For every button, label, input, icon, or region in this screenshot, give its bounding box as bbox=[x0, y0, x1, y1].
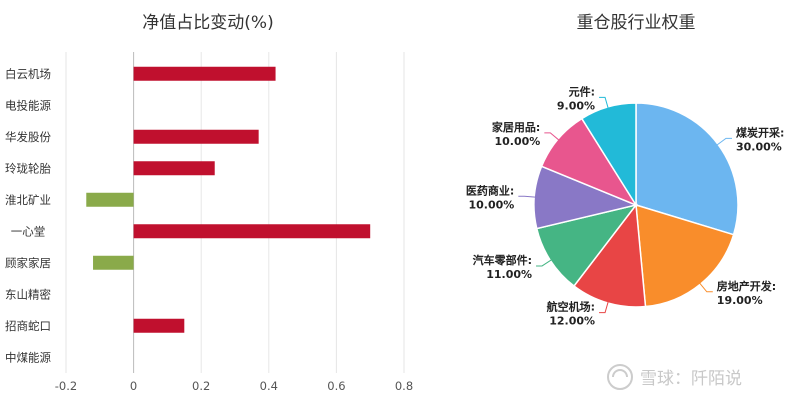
bar bbox=[133, 318, 185, 333]
pie-slice-percent: 10.00% bbox=[469, 198, 515, 211]
x-tick-label: -0.2 bbox=[55, 379, 77, 393]
pie-slice-percent: 12.00% bbox=[549, 315, 595, 328]
category-label: 白云机场 bbox=[5, 67, 51, 81]
pie-chart-title: 重仓股行业权重 bbox=[577, 13, 696, 33]
pie-slice-percent: 11.00% bbox=[486, 268, 532, 281]
pie-label-leader bbox=[544, 132, 560, 141]
bar-chart-grid bbox=[65, 52, 405, 373]
snowball-logo-icon bbox=[607, 364, 633, 390]
pie-label-leader bbox=[699, 282, 713, 293]
pie-slice-label: 航空机场: bbox=[547, 300, 595, 314]
pie-slice-label: 元件: bbox=[569, 84, 595, 98]
pie-label-leader bbox=[716, 137, 732, 146]
pie-label-leader bbox=[599, 96, 609, 109]
category-label: 华发股份 bbox=[5, 130, 51, 144]
bar bbox=[133, 129, 259, 144]
pie-chart-slices bbox=[533, 102, 739, 308]
bar bbox=[133, 66, 276, 81]
pie-slice-percent: 30.00% bbox=[736, 140, 782, 153]
category-label: 顾家家居 bbox=[5, 256, 51, 270]
x-tick-label: 0.4 bbox=[260, 379, 278, 393]
category-label: 玲珑轮胎 bbox=[5, 161, 51, 175]
category-label: 一心堂 bbox=[11, 224, 46, 238]
pie-slice-label: 房地产开发: bbox=[717, 279, 776, 293]
category-label: 中煤能源 bbox=[5, 350, 51, 364]
x-tick-label: 0.6 bbox=[327, 379, 345, 393]
x-tick-label: 0.8 bbox=[395, 379, 413, 393]
bar bbox=[93, 255, 134, 270]
bar bbox=[133, 161, 215, 176]
snowball-logo-arc bbox=[612, 369, 628, 378]
category-label: 电投能源 bbox=[5, 98, 51, 112]
watermark: 雪球：阡陌说 bbox=[607, 364, 742, 390]
pie-slice-percent: 10.00% bbox=[494, 135, 540, 148]
pie-slice-label: 汽车零部件: bbox=[473, 253, 532, 267]
pie-label-leader bbox=[518, 195, 536, 198]
category-label: 东山精密 bbox=[5, 287, 51, 301]
pie-slice-label: 家居用品: bbox=[492, 120, 540, 134]
pie-label-leader bbox=[536, 259, 552, 267]
x-tick-label: 0.2 bbox=[192, 379, 210, 393]
watermark-text: 雪球：阡陌说 bbox=[640, 369, 742, 389]
bar-chart-x-ticks: -0.2 0 0.2 0.4 0.6 0.8 bbox=[55, 379, 413, 393]
bar-chart-title: 净值占比变动(%) bbox=[142, 13, 273, 33]
category-label: 淮北矿业 bbox=[5, 193, 51, 207]
bar-chart-bars bbox=[86, 66, 371, 333]
pie-slice-percent: 19.00% bbox=[717, 294, 763, 307]
pie-slice-percent: 9.00% bbox=[557, 99, 595, 112]
pie-label-leader bbox=[599, 301, 609, 314]
category-label: 招商蛇口 bbox=[5, 319, 51, 333]
x-tick-label: 0 bbox=[130, 379, 137, 393]
bar bbox=[86, 192, 134, 207]
pie-chart-labels: 煤炭开采:30.00% 房地产开发:19.00% 航空机场:12.00% 汽车零部件:… bbox=[466, 84, 784, 327]
pie-slice-label: 煤炭开采: bbox=[736, 125, 784, 139]
pie-slice-label: 医药商业: bbox=[466, 183, 514, 197]
bar bbox=[133, 224, 371, 239]
